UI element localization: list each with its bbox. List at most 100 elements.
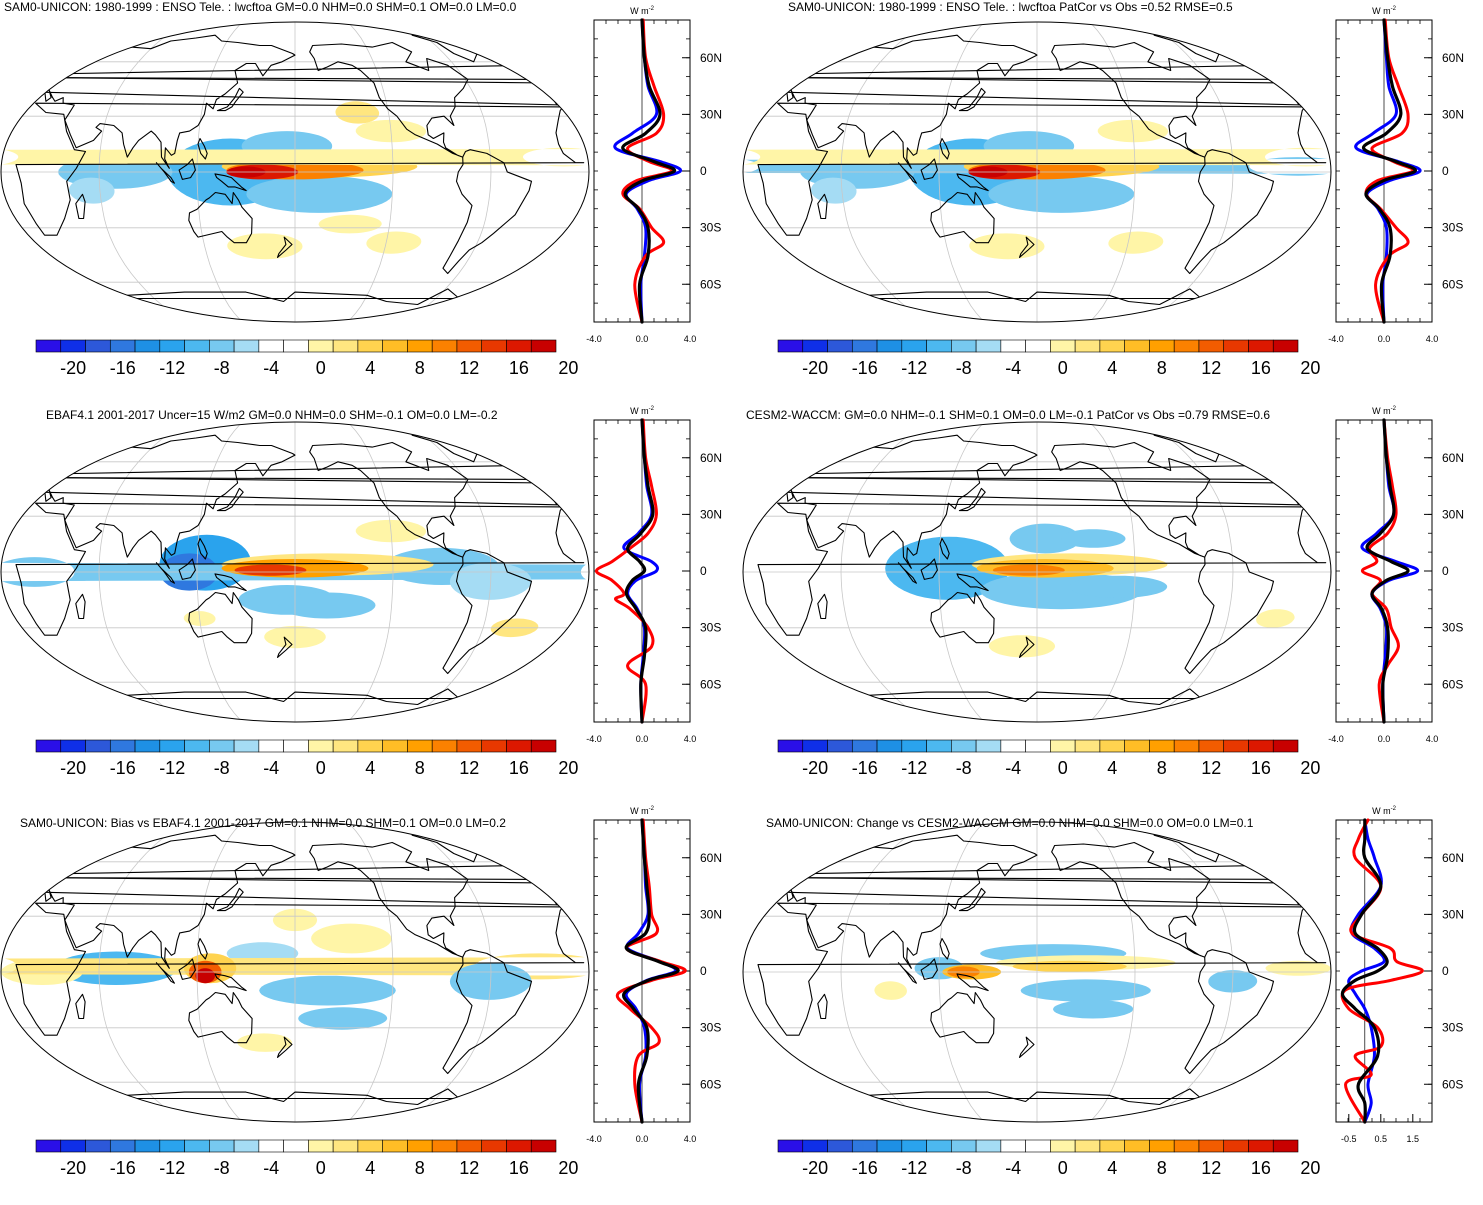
colorbar-tick-label: -4 — [263, 1158, 279, 1178]
coastline-new-guinea — [956, 573, 989, 592]
meridian-line — [1141, 22, 1234, 322]
x-tick-label: 0.0 — [1378, 334, 1391, 344]
coastline-new-zealand — [1018, 636, 1035, 658]
colorbar-tick-label: 20 — [558, 758, 578, 778]
x-tick-label: -4.0 — [586, 334, 602, 344]
colorbar-box — [382, 339, 408, 353]
coastline-south-america — [1184, 149, 1275, 275]
anomaly-contour — [743, 147, 1327, 167]
lat-tick-label: 0 — [700, 164, 707, 178]
map-border — [742, 821, 1332, 1123]
colorbar-tick-label: 12 — [1201, 758, 1221, 778]
anomaly-contour — [318, 214, 382, 234]
colorbar-tick-label: 16 — [1251, 1158, 1271, 1178]
colorbar-box — [506, 739, 532, 753]
colorbar-box — [506, 1139, 532, 1153]
colorbar: -20 -16 -12 -8 -4 0 4 8 12 16 20 — [777, 339, 1320, 378]
anomaly-contour — [1009, 523, 1081, 554]
coastline-sumatra — [897, 962, 917, 984]
anomaly-contour — [278, 592, 376, 619]
colorbar-box — [159, 1139, 185, 1153]
coastline-iceland — [487, 51, 504, 56]
lat-tick-label: 30N — [700, 107, 722, 121]
meridian-line — [346, 22, 394, 322]
colorbar-box — [332, 339, 359, 353]
anomaly-field — [1, 519, 586, 649]
meridian-line — [1088, 822, 1136, 1122]
colorbar-box — [308, 739, 334, 753]
units-superscript: -2 — [1391, 806, 1397, 812]
colorbar-tick-label: -12 — [901, 1158, 927, 1178]
colorbar-box — [431, 739, 458, 753]
x-tick-label: 0.0 — [1378, 734, 1391, 744]
meridian-line — [840, 822, 933, 1122]
units-main: W m — [1372, 6, 1391, 16]
colorbar-box — [777, 339, 804, 353]
coastline-antarctica — [83, 1088, 460, 1106]
colorbar-box — [209, 739, 235, 753]
map — [1, 822, 589, 1122]
colorbar-tick-label: 4 — [365, 758, 375, 778]
colorbar-tick-label: 20 — [1300, 1158, 1320, 1178]
anomaly-contour — [1256, 609, 1295, 628]
zonal-line-obs — [1354, 18, 1422, 324]
colorbar-box — [926, 339, 952, 353]
anomaly-contour — [298, 1007, 388, 1030]
colorbar-box — [233, 1139, 260, 1153]
colorbar: -20 -16 -12 -8 -4 0 4 8 12 16 20 — [35, 739, 578, 778]
anomaly-contour — [988, 175, 1135, 213]
colorbar-box — [35, 739, 62, 753]
colorbar-box — [308, 339, 334, 353]
anomaly-contour — [246, 175, 393, 213]
coastline-new-zealand — [276, 1036, 293, 1058]
colorbar-box — [332, 1139, 359, 1153]
lat-tick-label: 30S — [1442, 1021, 1463, 1035]
colorbar-box — [777, 1139, 804, 1153]
anomaly-contour — [1061, 529, 1126, 548]
graticule — [1, 422, 589, 722]
anomaly-contour — [1108, 231, 1164, 254]
lat-tick-label: 30N — [1442, 107, 1464, 121]
units-label: W m-2 — [630, 406, 654, 416]
colorbar-box — [85, 739, 111, 753]
coastline-iceland — [1229, 51, 1246, 56]
coastline-antarctica — [825, 288, 1202, 306]
zonal-mean-plot: 60N 30N 0 30S 60S -4.0 0.0 4.0 W m-2 — [1328, 406, 1464, 744]
colorbar-tick-label: 20 — [558, 1158, 578, 1178]
zonal-mean-plot: 60N 30N 0 30S 60S -4.0 0.0 4.0 W m-2 — [586, 806, 722, 1144]
meridian-line — [1088, 422, 1136, 722]
meridian-line — [938, 422, 986, 722]
zonal-line-mean — [1362, 18, 1417, 324]
anomaly-contour — [259, 975, 396, 1006]
colorbar-tick-label: -16 — [110, 1158, 136, 1178]
colorbar-box — [1149, 1139, 1175, 1153]
units-label: W m-2 — [1372, 406, 1396, 416]
lat-tick-label: 60N — [700, 51, 722, 65]
zonal-line-mean — [1365, 418, 1410, 724]
coastline-borneo — [178, 158, 196, 180]
coastline-philippines — [939, 937, 950, 960]
graticule — [1, 822, 589, 1122]
units-main: W m — [630, 6, 649, 16]
colorbar-box — [1272, 1139, 1299, 1153]
units-main: W m — [1372, 406, 1391, 416]
colorbar-box — [184, 739, 210, 753]
coastline-japan — [216, 487, 244, 512]
coastline-japan — [958, 87, 986, 112]
coastline-africa — [757, 102, 1327, 236]
lat-tick-label: 60N — [700, 851, 722, 865]
colorbar-tick-label: -12 — [159, 1158, 185, 1178]
graticule — [1, 22, 589, 322]
coastline-iceland — [1229, 851, 1246, 856]
zonal-line-mean — [622, 818, 680, 1124]
x-tick-label: 0.0 — [636, 1134, 649, 1144]
colorbar-tick-label: -20 — [60, 758, 86, 778]
colorbar-box — [1099, 339, 1125, 353]
lat-tick-label: 0 — [700, 564, 707, 578]
x-tick-label: -4.0 — [586, 1134, 602, 1144]
anomaly-contour — [237, 1033, 292, 1052]
anomaly-contour — [366, 231, 422, 254]
colorbar-box — [283, 739, 309, 753]
colorbar-box — [1149, 739, 1175, 753]
meridian-line — [346, 422, 394, 722]
